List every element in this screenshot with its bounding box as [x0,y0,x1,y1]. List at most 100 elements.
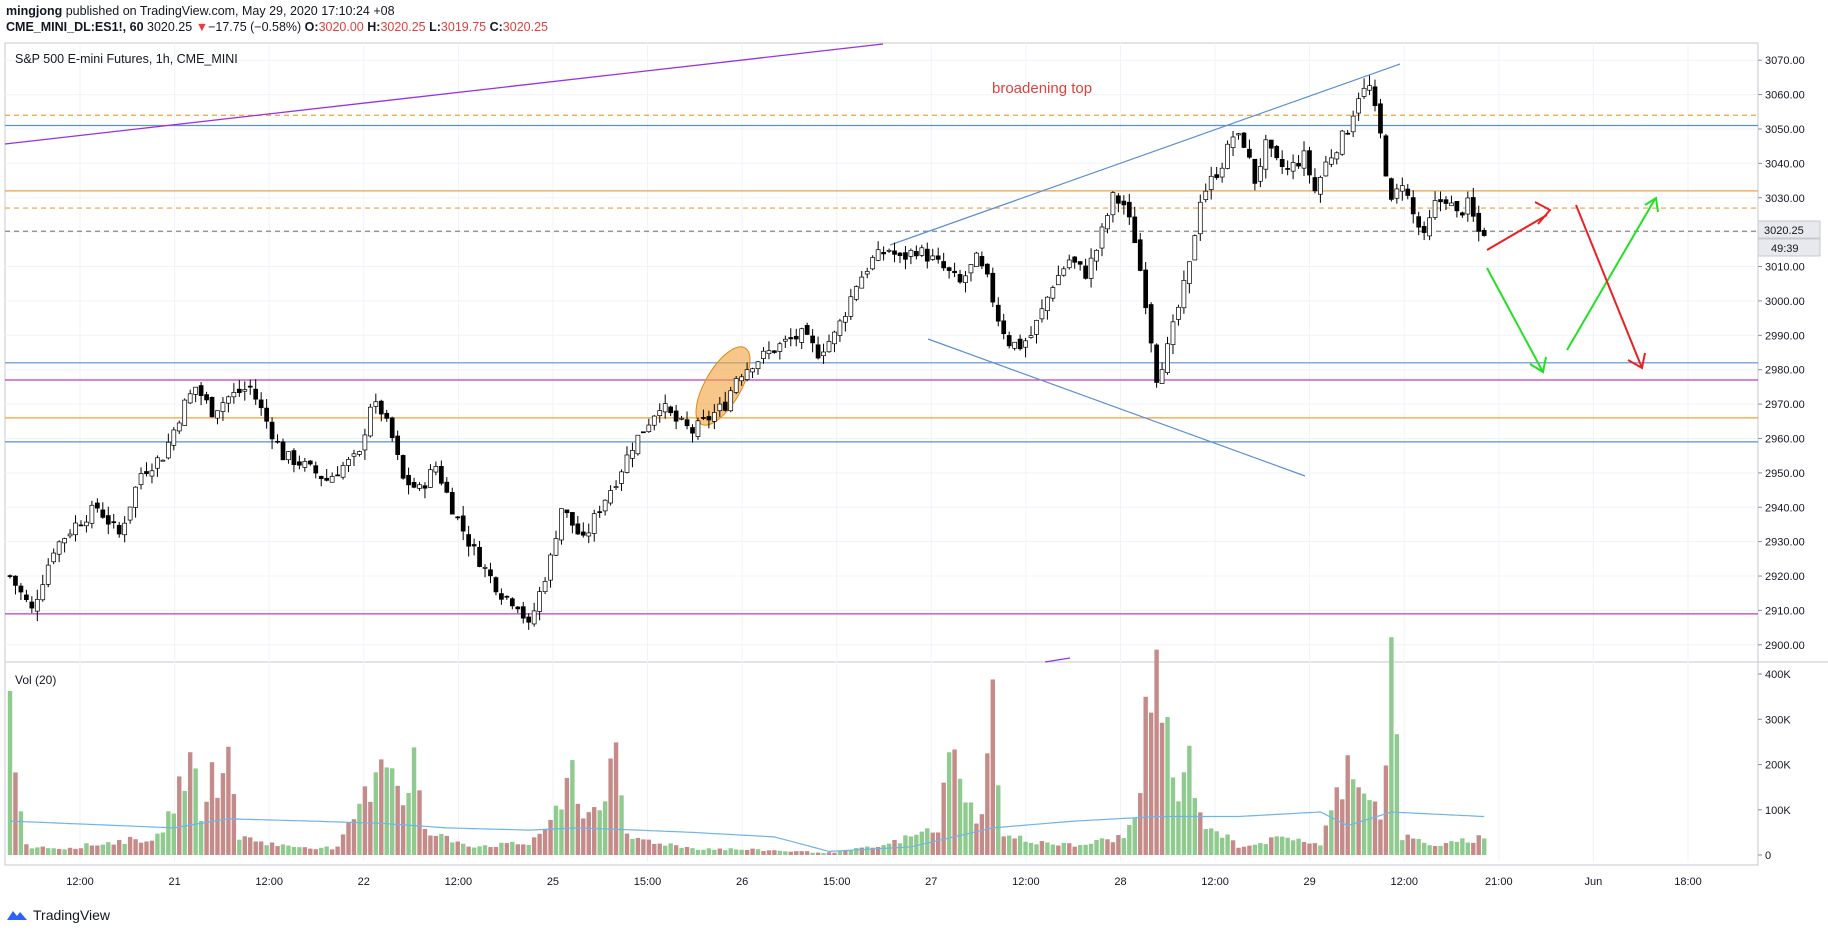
volume-bar[interactable] [411,747,417,855]
volume-bar[interactable] [460,843,466,855]
candle-body[interactable] [1214,174,1220,178]
candle-body[interactable] [466,534,471,547]
volume-bar[interactable] [362,786,368,855]
volume-bar[interactable] [477,846,482,855]
volume-bar[interactable] [111,844,116,855]
volume-bar[interactable] [646,839,652,855]
candle-body[interactable] [924,248,930,262]
candle-body[interactable] [799,328,805,343]
volume-bar[interactable] [777,850,783,855]
candle-body[interactable] [1187,261,1192,284]
volume-bar[interactable] [1476,835,1481,855]
volume-bar[interactable] [1028,842,1034,855]
candle-body[interactable] [892,250,897,255]
volume-bar[interactable] [521,844,526,855]
candle-body[interactable] [1236,133,1241,136]
candle-body[interactable] [324,477,330,481]
volume-bar[interactable] [783,851,788,855]
candle-body[interactable] [1296,162,1301,167]
volume-bar[interactable] [439,834,444,855]
volume-bar[interactable] [619,795,624,855]
volume-bar[interactable] [925,828,930,855]
candle-body[interactable] [810,335,815,344]
candle-body[interactable] [357,451,362,455]
candle-body[interactable] [968,264,974,274]
candle-body[interactable] [313,465,319,474]
candle-body[interactable] [711,412,717,422]
volume-bar[interactable] [865,846,870,855]
volume-bar[interactable] [744,850,750,855]
candle-body[interactable] [586,532,592,537]
volume-bar[interactable] [177,776,182,855]
volume-bar[interactable] [1405,834,1410,855]
candle-body[interactable] [881,252,886,255]
candle-body[interactable] [1328,157,1334,165]
candle-body[interactable] [1055,275,1061,286]
volume-bar[interactable] [182,790,187,855]
volume-bar[interactable] [854,848,859,855]
volume-bar[interactable] [979,814,985,855]
candle-body[interactable] [433,466,439,473]
volume-bar[interactable] [941,782,946,855]
candle-body[interactable] [220,402,226,412]
candle-body[interactable] [826,341,832,353]
volume-bar[interactable] [1017,835,1023,855]
candle-body[interactable] [149,470,155,477]
candle-body[interactable] [258,399,264,409]
candle-body[interactable] [766,350,772,355]
candle-body[interactable] [73,522,78,536]
volume-bar[interactable] [1274,836,1279,855]
candle-body[interactable] [51,552,57,563]
candle-body[interactable] [378,400,384,415]
candle-body[interactable] [641,431,646,434]
volume-bar[interactable] [29,848,35,855]
candle-body[interactable] [679,417,684,420]
candle-body[interactable] [1197,201,1203,235]
volume-bar[interactable] [679,847,684,855]
volume-bar[interactable] [1039,841,1045,855]
volume-bar[interactable] [1465,842,1471,855]
volume-bar[interactable] [67,847,73,855]
candle-body[interactable] [231,392,237,398]
candle-body[interactable] [1367,85,1372,91]
volume-bar[interactable] [248,837,253,855]
candle-body[interactable] [1247,148,1252,158]
candle-body[interactable] [1432,200,1438,218]
candle-body[interactable] [903,252,908,260]
volume-bar[interactable] [319,847,324,855]
candle-body[interactable] [919,247,925,256]
chart-svg[interactable]: S&P 500 E-mini Futures, 1h, CME_MINI bro… [0,0,1828,900]
candle-body[interactable] [673,410,679,422]
volume-bar[interactable] [286,845,291,855]
volume-bar[interactable] [13,772,18,855]
candle-body[interactable] [389,417,395,439]
volume-bar[interactable] [804,851,810,855]
volume-bar[interactable] [1176,801,1181,855]
volume-bar[interactable] [701,849,706,855]
candle-body[interactable] [155,457,160,469]
candle-body[interactable] [1285,168,1290,170]
volume-bar[interactable] [881,845,886,855]
volume-bar[interactable] [171,813,176,855]
volume-bar[interactable] [936,832,941,855]
candle-body[interactable] [346,458,351,466]
volume-bar[interactable] [1225,834,1230,855]
volume-bar[interactable] [1159,722,1165,855]
candle-body[interactable] [242,389,248,392]
volume-bar[interactable] [985,753,990,855]
volume-bar[interactable] [663,845,668,855]
candle-body[interactable] [875,249,881,261]
volume-bar[interactable] [1471,842,1476,855]
volume-bar[interactable] [1214,831,1219,855]
candle-body[interactable] [280,441,286,461]
volume-bar[interactable] [1236,847,1241,855]
candle-body[interactable] [1105,215,1110,230]
volume-bar[interactable] [952,749,957,855]
candle-body[interactable] [1449,202,1454,207]
volume-bar[interactable] [1148,712,1154,855]
volume-bar[interactable] [1318,845,1323,855]
volume-bar[interactable] [728,848,733,855]
candle-body[interactable] [460,515,466,532]
candle-body[interactable] [340,465,346,478]
candle-body[interactable] [821,351,826,357]
